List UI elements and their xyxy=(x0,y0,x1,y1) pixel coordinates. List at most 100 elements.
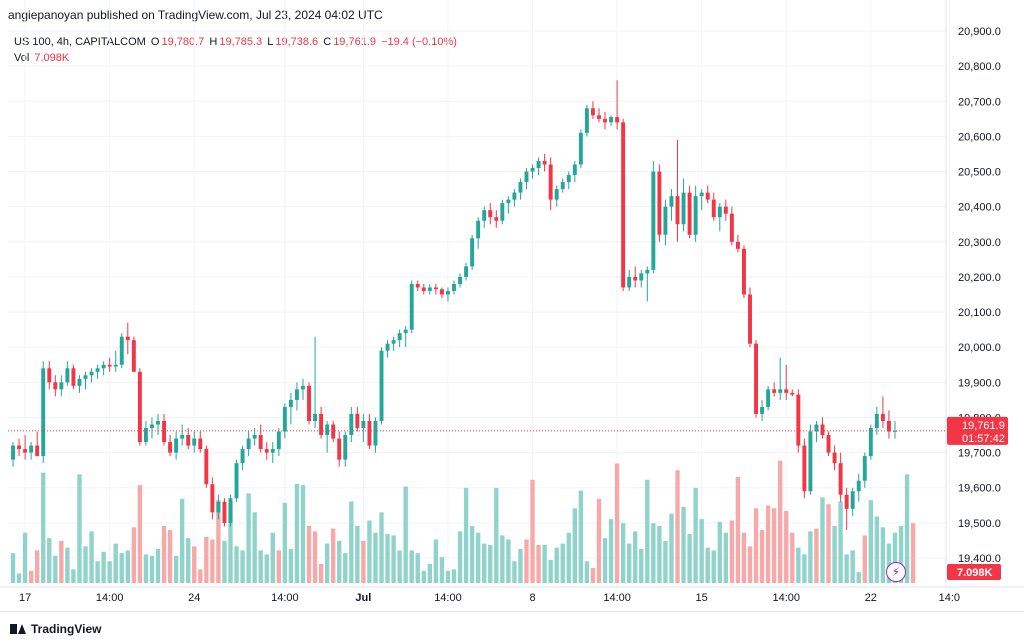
lightning-icon[interactable]: ⚡ xyxy=(886,562,906,582)
price-tick-label: 19,700.0 xyxy=(958,448,1001,460)
volume-bar xyxy=(403,486,408,583)
volume-bar xyxy=(856,572,861,583)
tradingview-logo[interactable]: TradingView xyxy=(10,622,101,636)
volume-bar xyxy=(77,474,82,583)
candle-body xyxy=(518,182,523,193)
volume-bar xyxy=(288,549,294,583)
volume-bar xyxy=(10,553,16,583)
time-tick-label: 14:00 xyxy=(772,592,800,604)
volume-bar xyxy=(669,513,674,583)
candle-body xyxy=(11,445,15,460)
volume-bar xyxy=(318,563,324,583)
volume-bar xyxy=(397,550,402,583)
volume-bar xyxy=(723,532,729,583)
candle-body xyxy=(379,350,384,421)
candle-body xyxy=(856,480,861,492)
candle-body xyxy=(578,132,583,165)
candle-body xyxy=(355,413,360,429)
volume-bar xyxy=(349,501,354,583)
candle-body xyxy=(832,452,837,464)
volume-bar xyxy=(711,550,716,583)
volume-bar xyxy=(173,555,179,583)
volume-bar xyxy=(566,532,571,583)
candle-body xyxy=(222,501,227,523)
candle-body xyxy=(760,406,765,414)
candle-body xyxy=(524,171,529,183)
volume-bar xyxy=(910,523,916,583)
candle-body xyxy=(494,217,499,221)
price-tick-label: 19,400.0 xyxy=(958,553,1001,565)
symbol-label[interactable]: US 100, 4h, CAPITALCOM xyxy=(14,36,146,48)
tradingview-logo-text: TradingView xyxy=(31,622,102,636)
candle-body xyxy=(766,389,771,407)
candle-body xyxy=(397,333,402,341)
volume-bar xyxy=(161,525,167,583)
volume-bar xyxy=(83,546,88,583)
candle-body xyxy=(343,435,348,460)
price-chart[interactable]: 20,900.0 20,800.0 20,700.0 20,600.0 20,500.0… xyxy=(0,0,1024,611)
volume-bar xyxy=(681,506,686,583)
price-axis[interactable]: 20,900.0 20,800.0 20,700.0 20,600.0 20,500.0… xyxy=(947,26,1008,580)
candle-body xyxy=(893,430,897,432)
grid xyxy=(0,0,1024,588)
candle-body xyxy=(210,484,215,513)
price-tick-label: 20,500.0 xyxy=(958,167,1001,179)
candle-body xyxy=(669,196,674,207)
time-tick-label: 8 xyxy=(529,592,535,604)
candle-body xyxy=(699,192,704,197)
current-price-tag xyxy=(947,416,1008,445)
candle-body xyxy=(639,273,644,281)
volume-bar xyxy=(409,550,414,583)
volume-bar xyxy=(584,561,590,583)
candle-body xyxy=(566,175,571,183)
time-axis[interactable]: 17 14:00 24 14:00 Jul 14:00 8 14:00 15 14:00 22 14:… xyxy=(19,592,960,604)
candle-body xyxy=(270,449,275,453)
volume-bar xyxy=(258,550,263,583)
candle-body xyxy=(735,241,740,249)
volume-bar xyxy=(59,540,64,583)
volume-bar xyxy=(844,554,849,583)
candle-body xyxy=(458,276,463,284)
volume-bar xyxy=(137,485,143,583)
volume-bar xyxy=(753,508,759,583)
candle-body xyxy=(886,420,891,432)
candle-body xyxy=(627,276,632,288)
volume-bar xyxy=(367,520,372,583)
volume-bar xyxy=(705,547,710,583)
candle-body xyxy=(47,368,52,383)
candle-body xyxy=(29,445,34,453)
volume-bar xyxy=(548,559,553,583)
candle-body xyxy=(542,160,547,165)
volume-bar xyxy=(361,540,366,583)
candle-body xyxy=(107,364,112,367)
candle-body xyxy=(439,289,444,295)
price-tick-label: 19,900.0 xyxy=(958,377,1001,389)
volume-bar xyxy=(312,531,318,583)
candle-body xyxy=(149,424,154,429)
volume-bars xyxy=(10,460,916,583)
volume-bar xyxy=(324,543,330,583)
candle-body xyxy=(633,276,638,281)
volume-bar xyxy=(832,525,837,583)
candle-body xyxy=(421,287,426,291)
candle-body xyxy=(500,203,505,221)
candle-body xyxy=(717,206,722,218)
volume-bar xyxy=(439,557,445,583)
volume-bar xyxy=(331,528,336,583)
candle-body xyxy=(331,424,336,439)
candle-body xyxy=(723,206,728,214)
candle-body xyxy=(240,449,245,464)
candle-body xyxy=(403,329,408,334)
candle-body xyxy=(609,117,614,123)
candle-body xyxy=(313,413,318,421)
time-tick-label: 15 xyxy=(696,592,708,604)
volume-bar xyxy=(379,512,384,583)
volume-bar xyxy=(222,540,227,583)
candle-body xyxy=(276,431,281,450)
volume-bar xyxy=(469,525,475,583)
volume-bar xyxy=(729,520,735,583)
candle-body xyxy=(156,420,160,425)
candle-body xyxy=(445,290,450,295)
high-value: 19,785.3 xyxy=(219,36,263,48)
